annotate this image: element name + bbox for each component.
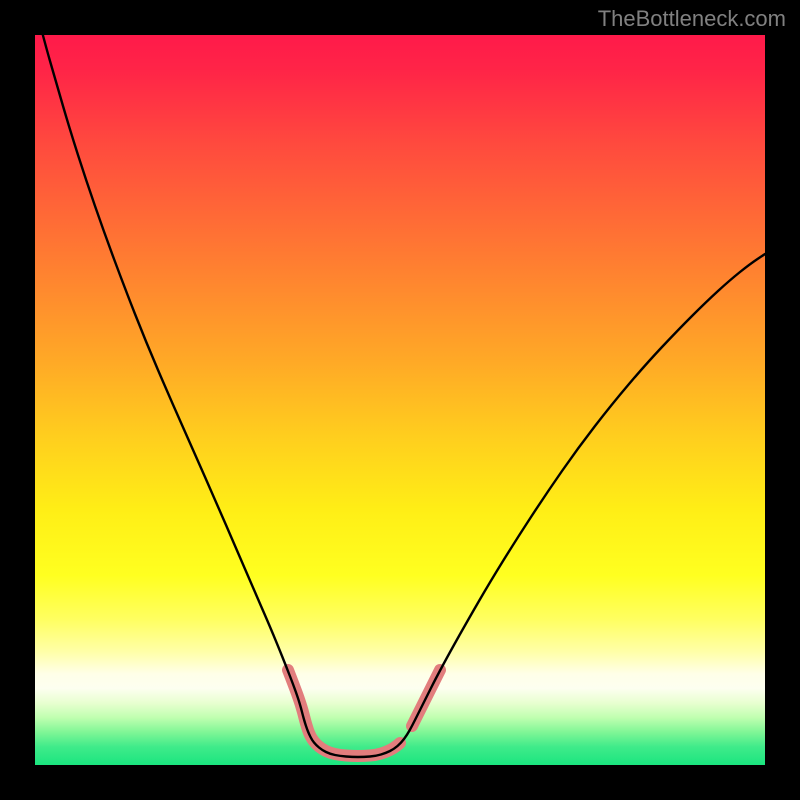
chart-plot-area — [35, 35, 765, 765]
watermark-text: TheBottleneck.com — [598, 6, 786, 32]
bottleneck-chart — [0, 0, 800, 800]
